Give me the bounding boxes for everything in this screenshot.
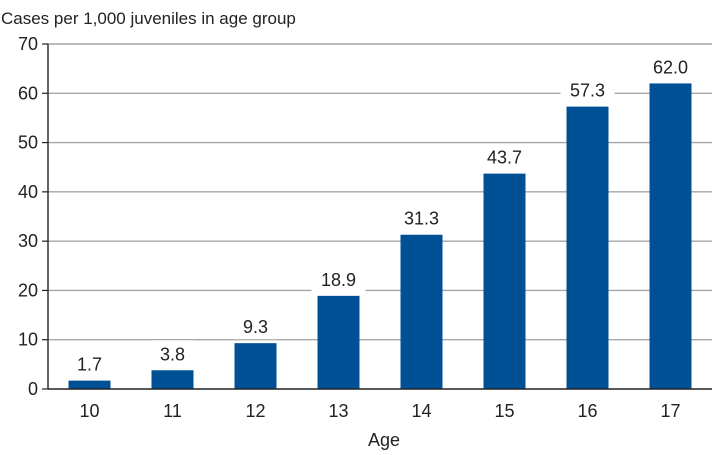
bar-age-10	[68, 380, 111, 389]
x-tick-label: 13	[328, 401, 348, 421]
bar-age-14	[400, 234, 443, 389]
value-label: 62.0	[653, 57, 688, 77]
bar-age-15	[483, 173, 526, 389]
y-tick-label: 20	[18, 280, 38, 300]
value-label: 57.3	[570, 81, 605, 101]
y-tick-labels: 0 10 20 30 40 50 60 70	[18, 34, 38, 399]
y-axis-label: Cases per 1,000 juveniles in age group	[1, 9, 296, 28]
value-label: 18.9	[321, 270, 356, 290]
value-label: 9.3	[243, 317, 268, 337]
x-tick-label: 16	[577, 401, 597, 421]
value-label: 1.7	[77, 355, 102, 375]
axes-group	[42, 43, 712, 390]
gridlines	[48, 43, 712, 341]
value-labels-group: 1.7 3.8 9.3 18.9 31.3 43.7 57.3 62.0	[67, 53, 698, 377]
x-tick-label: 11	[163, 401, 182, 421]
y-tick-label: 60	[18, 83, 38, 103]
value-label-background	[560, 76, 615, 103]
value-label-background	[643, 53, 698, 80]
y-tick-label: 70	[18, 34, 38, 54]
bar-age-12	[234, 343, 277, 389]
value-label-background	[311, 265, 366, 292]
bar-age-16	[566, 106, 609, 389]
x-tick-label: 14	[411, 401, 431, 421]
value-label: 43.7	[487, 148, 522, 168]
value-label-background	[477, 143, 532, 170]
value-label: 3.8	[160, 344, 185, 364]
value-label-background	[394, 204, 449, 231]
bar-age-13	[317, 295, 360, 389]
value-label-background	[67, 350, 112, 377]
y-tick-label: 10	[18, 330, 38, 350]
x-tick-label: 15	[494, 401, 514, 421]
value-label: 31.3	[404, 209, 439, 229]
bar-age-11	[151, 370, 194, 389]
value-label-background	[150, 340, 195, 367]
x-tick-label: 10	[79, 401, 99, 421]
x-axis-label: Age	[368, 430, 400, 450]
bars-group	[68, 83, 692, 389]
x-tick-label: 17	[660, 401, 680, 421]
bar-age-17	[649, 83, 692, 389]
x-tick-labels: 10 11 12 13 14 15 16 17	[79, 401, 680, 421]
value-label-background	[233, 313, 278, 340]
y-tick-label: 50	[18, 133, 38, 153]
x-tick-label: 12	[245, 401, 265, 421]
y-tick-label: 30	[18, 231, 38, 251]
y-tick-label: 40	[18, 182, 38, 202]
y-tick-label: 0	[28, 379, 38, 399]
